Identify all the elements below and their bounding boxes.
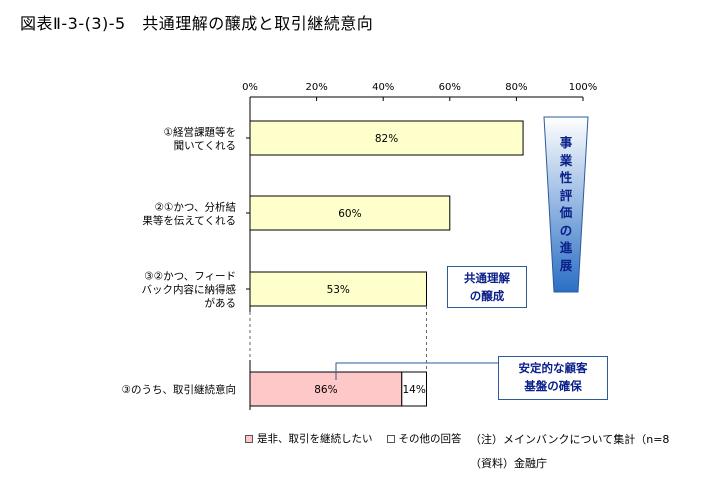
bar — [249, 195, 451, 231]
side-arrow-char: 業 — [559, 152, 573, 168]
bar-value-label: 60% — [338, 208, 361, 220]
side-arrow-char: 評 — [559, 187, 573, 203]
page-title: 図表Ⅱ-3-(3)-5 共通理解の醸成と取引継続意向 — [20, 14, 374, 33]
stacked-bar: 86% 14% ③のうち、取引継続意向 — [122, 371, 427, 407]
legend-swatch-other — [386, 434, 395, 443]
category-label: 聞いてくれる — [174, 140, 236, 152]
side-arrow-char: の — [559, 222, 573, 238]
bar-value-label: 82% — [375, 133, 398, 145]
bar — [249, 271, 427, 307]
legend-label-continue: 是非、取引を継続したい — [257, 433, 373, 445]
x-tick-label: 20% — [305, 82, 327, 93]
note-text: （注）メインバンクについて集計（n=8 — [470, 433, 670, 446]
x-tick-label: 80% — [505, 82, 527, 93]
callout-pointer — [335, 362, 498, 380]
category-label: 果等を伝えてくれる — [142, 214, 236, 227]
side-arrow-char: 展 — [559, 257, 573, 273]
stacked-bar-segment — [401, 371, 427, 407]
category-label: バック内容に納得感 — [142, 283, 237, 296]
side-arrow-char: 事 — [559, 135, 573, 150]
legend-label-other: その他の回答 — [398, 433, 462, 445]
callout-stable-base: 安定的な顧客 基盤の確保 — [498, 356, 608, 400]
stacked-bar-label: 86% — [314, 384, 337, 396]
category-label: ②①かつ、分析結 — [155, 200, 236, 213]
callout-mutual-understanding: 共通理解 の醸成 — [447, 266, 527, 308]
bar-value-label: 53% — [327, 284, 350, 296]
x-tick-label: 0% — [242, 82, 258, 93]
x-tick-label: 60% — [439, 82, 461, 93]
legend: 是非、取引を継続したい その他の回答 — [245, 431, 462, 446]
category-label: ③②かつ、フィード — [144, 271, 236, 283]
x-tick-label: 100% — [569, 82, 598, 93]
side-arrow-text: 事業性評価の進展 — [547, 120, 585, 292]
x-tick-label: 40% — [372, 82, 394, 93]
side-arrow-char: 価 — [559, 205, 573, 220]
side-arrow-char: 性 — [559, 170, 573, 185]
category-label-continuation: ③のうち、取引継続意向 — [122, 383, 236, 396]
bars: 82% 60% 53% — [246, 120, 524, 307]
side-arrow — [543, 116, 589, 293]
x-axis-ticks: 0% 20% 40% 60% 80% 100% — [242, 82, 597, 101]
bar — [249, 120, 524, 156]
category-label: がある — [205, 297, 237, 310]
side-arrow-char: 進 — [559, 240, 573, 255]
legend-swatch-continue — [245, 434, 253, 443]
source-text: （資料）金融庁 — [470, 457, 547, 470]
stacked-bar-label: 14% — [402, 384, 425, 396]
category-label: ①経営課題等を — [164, 125, 236, 138]
